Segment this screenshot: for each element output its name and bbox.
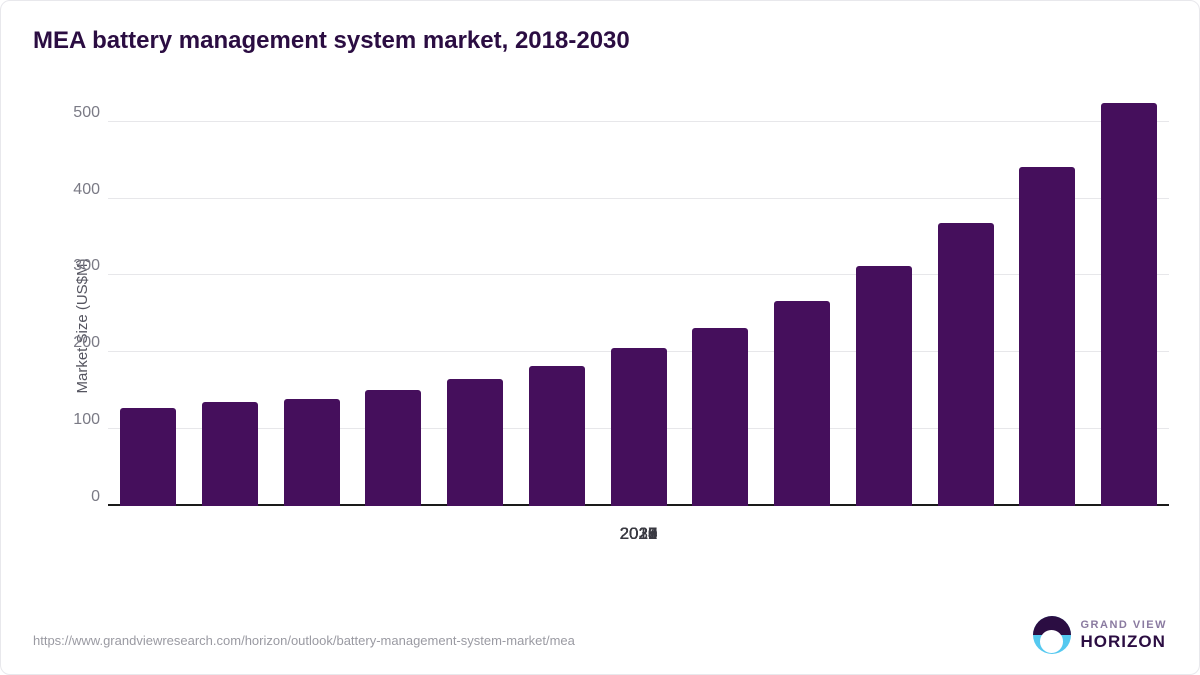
brand-logo: GRAND VIEW HORIZON: [1033, 616, 1168, 654]
bar-col-2030: 2030: [1095, 91, 1163, 506]
bar-col-2027: 2027: [850, 91, 918, 506]
y-tick-300: 300: [58, 257, 100, 275]
brand-logo-icon: [1033, 616, 1071, 654]
bar-col-2023: 2023: [523, 91, 591, 506]
bar-2025[interactable]: [692, 328, 748, 506]
bar-col-2028: 2028: [932, 91, 1000, 506]
y-tick-100: 100: [58, 411, 100, 429]
bar-2018[interactable]: [120, 408, 176, 506]
y-tick-0: 0: [58, 488, 100, 506]
y-tick-400: 400: [58, 181, 100, 199]
bar-2024[interactable]: [611, 348, 667, 506]
bar-col-2018: 2018: [114, 91, 182, 506]
brand-logo-text: GRAND VIEW HORIZON: [1081, 619, 1168, 651]
x-tick-2030[interactable]: 2030: [605, 524, 673, 544]
bars-row: 2018 2019 2020 2021 2022: [108, 91, 1169, 506]
bar-col-2022: 2022: [441, 91, 509, 506]
plot-area: 500 400 300 200 100 0 2018 2019: [108, 91, 1169, 506]
bar-2030[interactable]: [1101, 103, 1157, 506]
brand-logo-line1: GRAND VIEW: [1081, 619, 1168, 632]
bar-2022[interactable]: [447, 379, 503, 506]
bar-col-2029: 2029: [1013, 91, 1081, 506]
brand-logo-icon-bars: [1044, 644, 1059, 646]
chart-card: MEA battery management system market, 20…: [0, 0, 1200, 675]
source-url[interactable]: https://www.grandviewresearch.com/horizo…: [33, 633, 575, 648]
y-axis-label: Market Size (US$M): [74, 258, 91, 393]
y-tick-200: 200: [58, 334, 100, 352]
bar-col-2019: 2019: [196, 91, 264, 506]
bar-2026[interactable]: [774, 301, 830, 506]
y-tick-500: 500: [58, 104, 100, 122]
bar-col-2021: 2021: [359, 91, 427, 506]
bar-2028[interactable]: [938, 223, 994, 506]
bar-2020[interactable]: [284, 399, 340, 506]
bar-col-2020: 2020: [278, 91, 346, 506]
bar-2023[interactable]: [529, 366, 585, 506]
bar-col-2024: 2024: [605, 91, 673, 506]
chart-area: Market Size (US$M) 500 400 300 200 100 0…: [33, 91, 1169, 561]
bar-2029[interactable]: [1019, 167, 1075, 506]
brand-logo-line2: HORIZON: [1081, 632, 1168, 652]
bar-col-2025: 2025: [686, 91, 754, 506]
bar-col-2026: 2026: [768, 91, 836, 506]
bar-2027[interactable]: [856, 266, 912, 506]
bar-2019[interactable]: [202, 402, 258, 506]
chart-title: MEA battery management system market, 20…: [33, 27, 630, 55]
bar-2021[interactable]: [365, 390, 421, 506]
